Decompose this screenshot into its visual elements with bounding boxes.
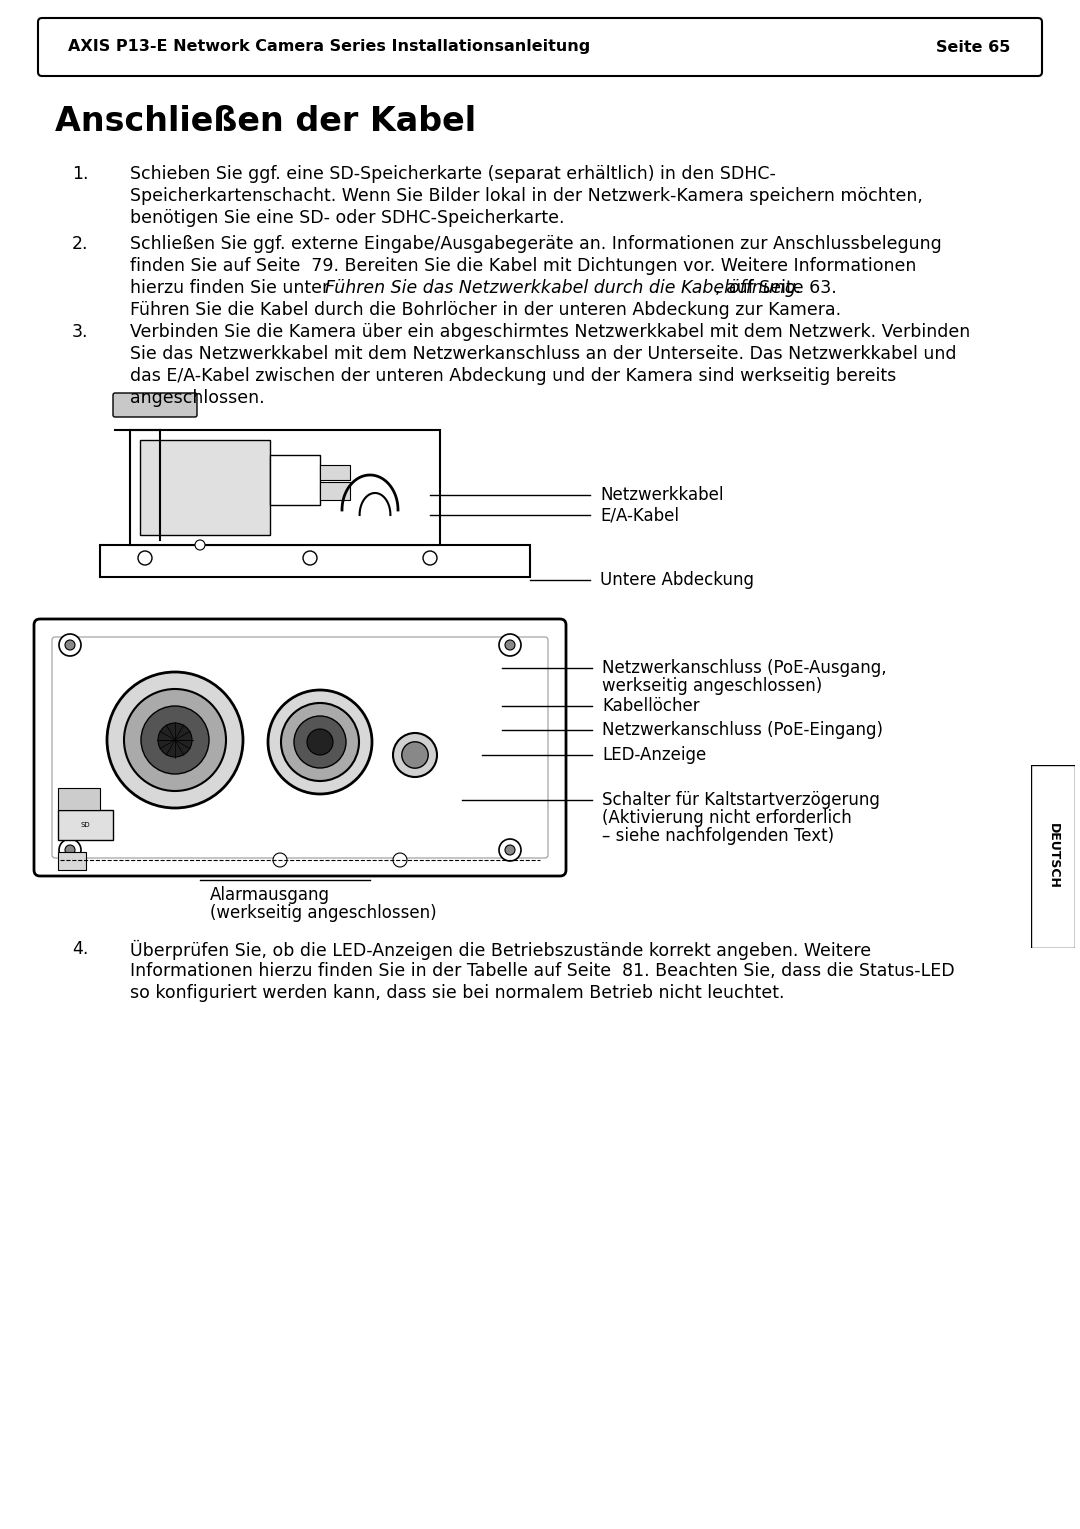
Text: Seite 65: Seite 65 xyxy=(935,40,1010,55)
Text: Speicherkartenschacht. Wenn Sie Bilder lokal in der Netzwerk-Kamera speichern mö: Speicherkartenschacht. Wenn Sie Bilder l… xyxy=(130,187,923,205)
Text: 3.: 3. xyxy=(72,323,89,341)
Text: Führen Sie die Kabel durch die Bohrlöcher in der unteren Abdeckung zur Kamera.: Führen Sie die Kabel durch die Bohrlöche… xyxy=(130,301,841,320)
Text: Führen Sie das Netzwerkkabel durch die Kabelöffnung.: Führen Sie das Netzwerkkabel durch die K… xyxy=(325,278,801,297)
Text: (Aktivierung nicht erforderlich: (Aktivierung nicht erforderlich xyxy=(602,809,852,827)
Text: Schieben Sie ggf. eine SD-Speicherkarte (separat erhältlich) in den SDHC-: Schieben Sie ggf. eine SD-Speicherkarte … xyxy=(130,165,775,183)
Circle shape xyxy=(138,550,152,566)
Circle shape xyxy=(393,853,407,867)
Text: das E/A-Kabel zwischen der unteren Abdeckung und der Kamera sind werkseitig bere: das E/A-Kabel zwischen der unteren Abdec… xyxy=(130,367,896,385)
Text: 1.: 1. xyxy=(72,165,89,183)
Text: Untere Abdeckung: Untere Abdeckung xyxy=(600,570,754,589)
FancyBboxPatch shape xyxy=(52,638,548,858)
Text: DEUTSCH: DEUTSCH xyxy=(1047,823,1059,890)
Circle shape xyxy=(402,742,428,768)
Circle shape xyxy=(65,846,75,855)
FancyBboxPatch shape xyxy=(38,18,1042,76)
Circle shape xyxy=(505,846,515,855)
Bar xyxy=(320,482,350,500)
FancyBboxPatch shape xyxy=(33,619,566,876)
Bar xyxy=(58,787,100,810)
FancyBboxPatch shape xyxy=(130,430,440,544)
Bar xyxy=(100,544,530,576)
Text: so konfiguriert werden kann, dass sie bei normalem Betrieb nicht leuchtet.: so konfiguriert werden kann, dass sie be… xyxy=(130,985,784,1001)
Text: SD: SD xyxy=(80,823,90,829)
Text: Informationen hierzu finden Sie in der Tabelle auf Seite  81. Beachten Sie, dass: Informationen hierzu finden Sie in der T… xyxy=(130,962,955,980)
Text: Verbinden Sie die Kamera über ein abgeschirmtes Netzwerkkabel mit dem Netzwerk. : Verbinden Sie die Kamera über ein abgesc… xyxy=(130,323,970,341)
Circle shape xyxy=(393,732,437,777)
Bar xyxy=(270,456,320,505)
Circle shape xyxy=(59,635,81,656)
Text: Netzwerkkabel: Netzwerkkabel xyxy=(600,486,724,505)
Text: Überprüfen Sie, ob die LED-Anzeigen die Betriebszustände korrekt angeben. Weiter: Überprüfen Sie, ob die LED-Anzeigen die … xyxy=(130,940,872,960)
Text: AXIS P13-E Network Camera Series Installationsanleitung: AXIS P13-E Network Camera Series Install… xyxy=(68,40,591,55)
Text: – siehe nachfolgenden Text): – siehe nachfolgenden Text) xyxy=(602,827,834,846)
Bar xyxy=(58,810,113,839)
Text: Alarmausgang: Alarmausgang xyxy=(210,885,330,904)
Circle shape xyxy=(307,729,333,755)
Text: finden Sie auf Seite  79. Bereiten Sie die Kabel mit Dichtungen vor. Weitere Inf: finden Sie auf Seite 79. Bereiten Sie di… xyxy=(130,257,916,275)
Text: 4.: 4. xyxy=(72,940,89,959)
Circle shape xyxy=(107,673,243,807)
Text: Schalter für Kaltstartverzögerung: Schalter für Kaltstartverzögerung xyxy=(602,790,880,809)
Circle shape xyxy=(141,706,210,774)
Text: werkseitig angeschlossen): werkseitig angeschlossen) xyxy=(602,677,822,696)
Circle shape xyxy=(195,540,205,550)
Text: Netzwerkanschluss (PoE-Eingang): Netzwerkanschluss (PoE-Eingang) xyxy=(602,722,883,739)
Text: (werkseitig angeschlossen): (werkseitig angeschlossen) xyxy=(210,904,436,922)
Circle shape xyxy=(294,716,346,768)
Circle shape xyxy=(59,839,81,861)
Text: Kabellöcher: Kabellöcher xyxy=(602,697,700,716)
Text: LED-Anzeige: LED-Anzeige xyxy=(602,746,706,764)
Circle shape xyxy=(268,690,372,794)
Circle shape xyxy=(303,550,318,566)
Text: Schließen Sie ggf. externe Eingabe/Ausgabegeräte an. Informationen zur Anschluss: Schließen Sie ggf. externe Eingabe/Ausga… xyxy=(130,235,942,252)
FancyBboxPatch shape xyxy=(113,393,197,417)
Text: Netzwerkanschluss (PoE-Ausgang,: Netzwerkanschluss (PoE-Ausgang, xyxy=(602,659,887,677)
Circle shape xyxy=(273,853,287,867)
Circle shape xyxy=(124,690,226,790)
Circle shape xyxy=(158,723,192,757)
Text: , auf Seite 63.: , auf Seite 63. xyxy=(715,278,837,297)
Text: 2.: 2. xyxy=(72,235,89,252)
Circle shape xyxy=(65,641,75,650)
Circle shape xyxy=(505,641,515,650)
Circle shape xyxy=(499,635,521,656)
Bar xyxy=(58,852,86,870)
Bar xyxy=(140,440,270,535)
Text: angeschlossen.: angeschlossen. xyxy=(130,388,265,407)
Circle shape xyxy=(423,550,437,566)
Text: E/A-Kabel: E/A-Kabel xyxy=(600,506,679,524)
Bar xyxy=(320,465,350,480)
Circle shape xyxy=(499,839,521,861)
Text: Anschließen der Kabel: Anschließen der Kabel xyxy=(55,106,476,138)
Circle shape xyxy=(281,703,359,781)
Text: hierzu finden Sie unter: hierzu finden Sie unter xyxy=(130,278,340,297)
Text: Sie das Netzwerkkabel mit dem Netzwerkanschluss an der Unterseite. Das Netzwerkk: Sie das Netzwerkkabel mit dem Netzwerkan… xyxy=(130,346,957,362)
Text: benötigen Sie eine SD- oder SDHC-Speicherkarte.: benötigen Sie eine SD- oder SDHC-Speiche… xyxy=(130,209,565,226)
